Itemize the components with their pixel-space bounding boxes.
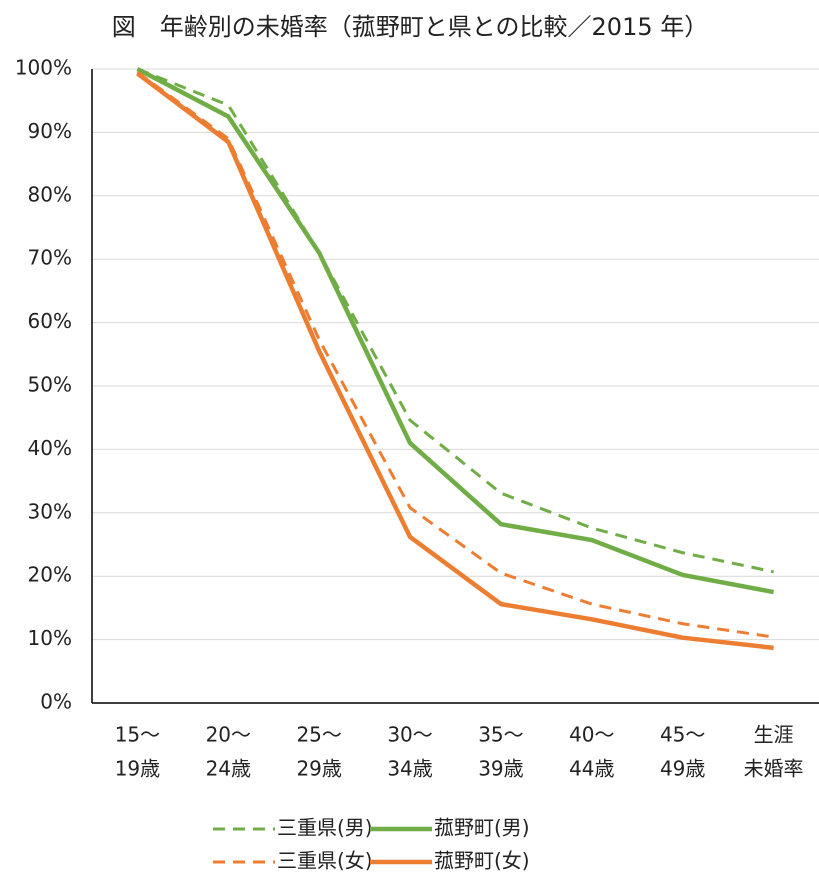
y-tick-label: 30% xyxy=(28,499,72,523)
y-tick-label: 40% xyxy=(28,436,72,460)
y-tick-label: 10% xyxy=(28,626,72,650)
x-tick-label: 40～ xyxy=(569,723,614,747)
x-tick-label: 24歳 xyxy=(206,757,251,781)
x-tick-label: 34歳 xyxy=(387,757,432,781)
y-tick-label: 50% xyxy=(28,373,72,397)
legend-label: 菰野町(女) xyxy=(434,849,530,873)
x-tick-label: 39歳 xyxy=(478,757,523,781)
x-tick-label: 19歳 xyxy=(115,757,160,781)
x-tick-label: 29歳 xyxy=(296,757,341,781)
x-tick-label: 49歳 xyxy=(660,757,705,781)
x-tick-label: 未婚率 xyxy=(744,757,804,781)
series-line xyxy=(136,67,774,574)
y-tick-label: 100% xyxy=(15,56,72,80)
x-tick-label: 30～ xyxy=(387,723,432,747)
x-tick-label: 45～ xyxy=(660,723,705,747)
legend-label: 三重県(男) xyxy=(277,816,373,840)
x-tick-label: 20～ xyxy=(206,723,251,747)
y-tick-label: 60% xyxy=(28,309,72,333)
series-line xyxy=(136,71,774,651)
y-tick-label: 0% xyxy=(40,690,72,714)
x-tick-label: 生涯 xyxy=(754,723,794,747)
y-tick-label: 80% xyxy=(28,182,72,206)
y-tick-label: 20% xyxy=(28,563,72,587)
legend-label: 三重県(女) xyxy=(277,849,373,873)
y-tick-label: 70% xyxy=(28,246,72,270)
x-tick-label: 15～ xyxy=(115,723,160,747)
x-tick-label: 25～ xyxy=(296,723,341,747)
legend-label: 菰野町(男) xyxy=(434,816,530,840)
chart-title: 図 年齢別の未婚率（菰野町と県との比較／2015 年） xyxy=(112,13,708,41)
x-tick-label: 35～ xyxy=(478,723,523,747)
x-tick-label: 44歳 xyxy=(569,757,614,781)
y-tick-label: 90% xyxy=(28,119,72,143)
series-line xyxy=(136,67,774,595)
